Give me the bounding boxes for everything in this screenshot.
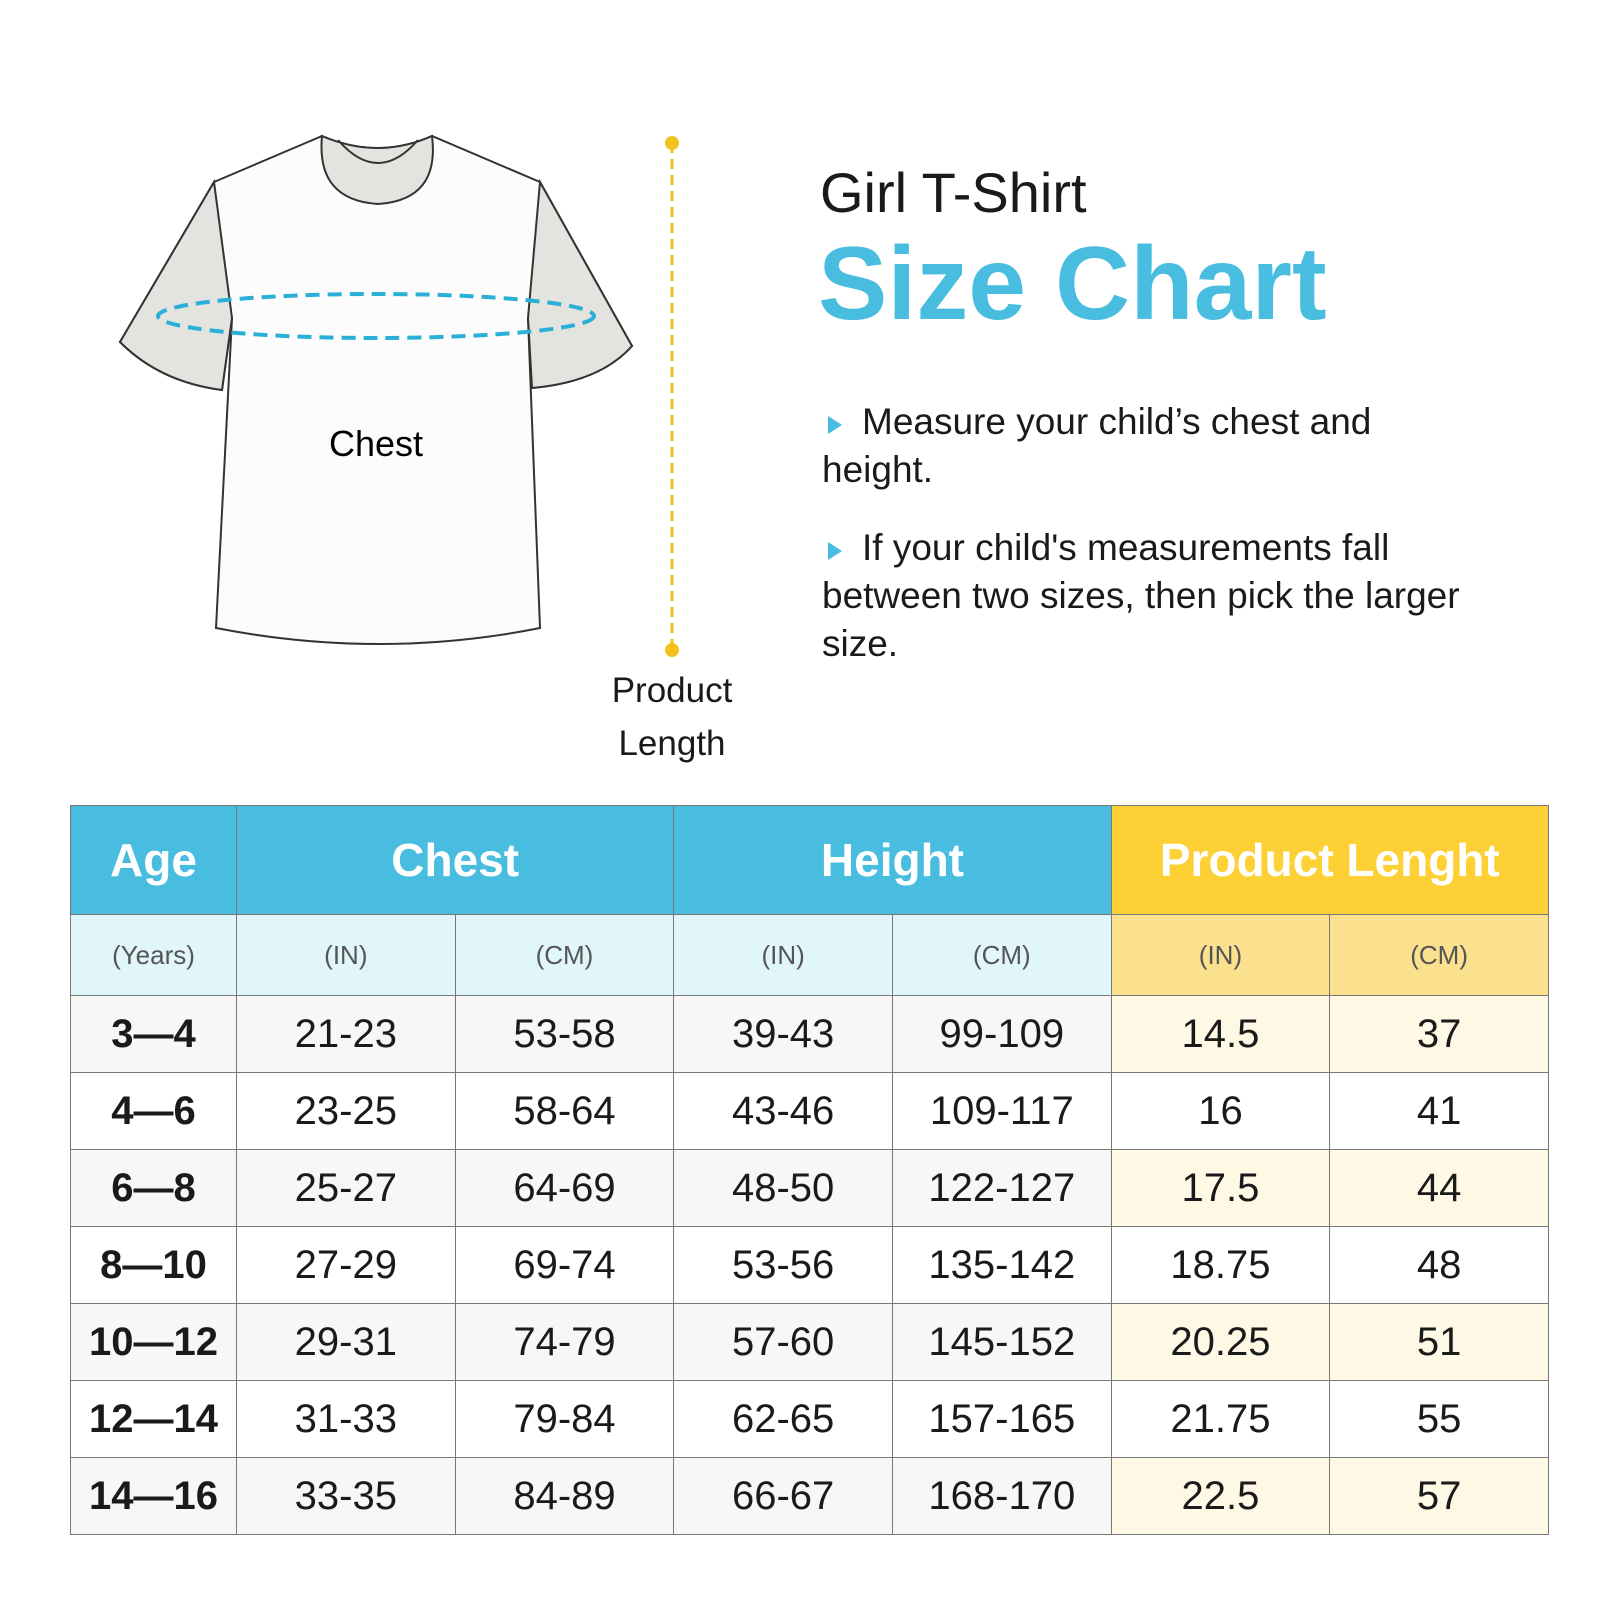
size-cell: 51: [1329, 1303, 1549, 1381]
size-cell: 109-117: [891, 1072, 1112, 1150]
size-cell: 43-46: [673, 1072, 893, 1150]
data-row: 6—8 25-27 64-69 48-50 122-127 17.5 44: [70, 1149, 1549, 1227]
size-cell: 58-64: [454, 1072, 675, 1150]
data-row: 12—14 31-33 79-84 62-65 157-165 21.75 55: [70, 1380, 1549, 1458]
size-cell: 48: [1329, 1226, 1549, 1304]
group-header: Chest: [235, 805, 675, 915]
size-cell: 48-50: [673, 1149, 893, 1227]
size-cell: 157-165: [891, 1380, 1112, 1458]
size-cell: 18.75: [1110, 1226, 1331, 1304]
length-label: Product Length: [611, 671, 733, 763]
unit-cell: (CM): [891, 914, 1112, 996]
group-row: Age Chest Height Product Lenght: [70, 805, 1550, 915]
group-header: Product Lenght: [1110, 805, 1550, 915]
instruction: If your child's measurements fall betwee…: [822, 524, 1462, 668]
age-cell: 4—6: [70, 1072, 237, 1150]
size-cell: 79-84: [454, 1380, 675, 1458]
size-cell: 23-25: [236, 1072, 456, 1150]
length-end: [665, 136, 679, 150]
size-cell: 31-33: [236, 1380, 456, 1458]
size-cell: 66-67: [673, 1457, 893, 1535]
size-table: Age Chest Height Product Lenght (Years)(…: [70, 805, 1550, 1535]
size-cell: 53-58: [454, 995, 675, 1073]
group-header: Height: [673, 805, 1112, 915]
data-row: 10—12 29-31 74-79 57-60 145-152 20.25 51: [70, 1303, 1549, 1381]
age-cell: 10—12: [70, 1303, 237, 1381]
left-sleeve: [118, 178, 234, 392]
instruction: Measure your child’s chest and height.: [822, 398, 1462, 494]
size-cell: 74-79: [454, 1303, 675, 1381]
subtitle: Girl T-Shirt: [820, 161, 1087, 224]
size-cell: 14.5: [1110, 995, 1331, 1073]
size-cell: 84-89: [454, 1457, 675, 1535]
size-cell: 57-60: [673, 1303, 893, 1381]
size-cell: 53-56: [673, 1226, 893, 1304]
size-cell: 135-142: [891, 1226, 1112, 1304]
size-cell: 62-65: [673, 1380, 893, 1458]
size-cell: 55: [1329, 1380, 1549, 1458]
unit-cell: (IN): [1110, 914, 1331, 996]
size-cell: 122-127: [891, 1149, 1112, 1227]
unit-cell: (CM): [1329, 914, 1549, 996]
size-cell: 57: [1329, 1457, 1549, 1535]
size-cell: 29-31: [236, 1303, 456, 1381]
group-header: Age: [70, 805, 237, 915]
age-cell: 6—8: [70, 1149, 237, 1227]
size-cell: 16: [1110, 1072, 1331, 1150]
size-cell: 25-27: [236, 1149, 456, 1227]
size-cell: 168-170: [891, 1457, 1112, 1535]
unit-cell: (CM): [454, 914, 675, 996]
size-cell: 17.5: [1110, 1149, 1331, 1227]
age-cell: 8—10: [70, 1226, 237, 1304]
size-cell: 27-29: [236, 1226, 456, 1304]
unit-row: (Years) (IN) (CM) (IN) (CM) (IN) (CM): [70, 914, 1549, 996]
size-cell: 37: [1329, 995, 1549, 1073]
size-cell: 22.5: [1110, 1457, 1331, 1535]
right-sleeve: [526, 178, 634, 390]
size-cell: 99-109: [891, 995, 1112, 1073]
unit-cell: (Years): [70, 914, 237, 996]
collar-inner: [337, 139, 419, 164]
data-row: 8—10 27-29 69-74 53-56 135-142 18.75 48: [70, 1226, 1549, 1304]
shirt-diagram: Chest Product Length: [118, 134, 733, 763]
size-cell: 21-23: [236, 995, 456, 1073]
chest-measure: [156, 292, 596, 340]
size-cell: 39-43: [673, 995, 893, 1073]
length-label-box: Product Length: [611, 671, 733, 763]
size-cell: 41: [1329, 1072, 1549, 1150]
age-cell: 3—4: [70, 995, 237, 1073]
size-cell: 33-35: [236, 1457, 456, 1535]
data-row: 4—6 23-25 58-64 43-46 109-117 16 41: [70, 1072, 1549, 1150]
size-cell: 145-152: [891, 1303, 1112, 1381]
size-cell: 44: [1329, 1149, 1549, 1227]
size-cell: 69-74: [454, 1226, 675, 1304]
unit-cell: (IN): [236, 914, 456, 996]
data-row: 14—16 33-35 84-89 66-67 168-170 22.5 57: [70, 1457, 1549, 1535]
unit-cell: (IN): [673, 914, 893, 996]
size-cell: 20.25: [1110, 1303, 1331, 1381]
length-end: [665, 643, 679, 657]
chest-label: Chest: [329, 423, 423, 464]
data-row: 3—4 21-23 53-58 39-43 99-109 14.5 37: [70, 995, 1549, 1073]
title: Size Chart: [818, 226, 1327, 342]
size-cell: 64-69: [454, 1149, 675, 1227]
size-cell: 21.75: [1110, 1380, 1331, 1458]
age-cell: 14—16: [70, 1457, 237, 1535]
age-cell: 12—14: [70, 1380, 237, 1458]
